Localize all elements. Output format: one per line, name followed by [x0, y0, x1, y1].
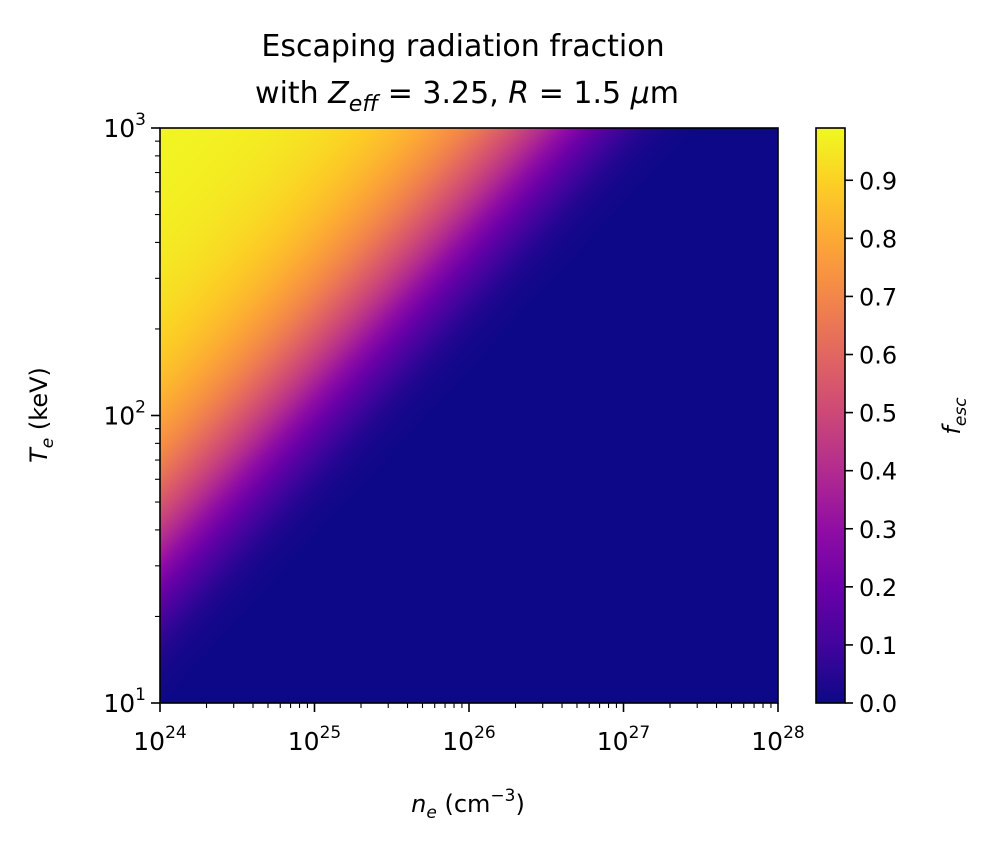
y-tick-exponent: 2 [135, 398, 146, 418]
x-tick-base: 10 [442, 727, 474, 756]
x-tick-label: 1027 [597, 723, 650, 756]
x-label-subscript: e [426, 803, 436, 823]
colorbar-ticks: 0.0 0.1 0.2 0.3 0.4 0.5 0.6 0.7 0.8 0.9 [845, 167, 897, 718]
y-tick-base: 10 [103, 402, 135, 431]
x-tick-label: 1026 [442, 723, 495, 756]
x-tick-base: 10 [751, 727, 783, 756]
y-tick-exponent: 1 [135, 685, 146, 705]
x-label-symbol: n [411, 790, 426, 818]
y-tick-label: 101 [103, 685, 146, 718]
x-label-unit: (cm [437, 790, 491, 818]
title-r-value: = 1.5 [529, 76, 630, 111]
colorbar-tick-label: 0.7 [859, 283, 897, 311]
colorbar-frame [815, 127, 846, 704]
x-label-superscript: −3 [490, 786, 515, 806]
x-tick-exponent: 26 [474, 723, 496, 743]
x-tick-exponent: 25 [320, 723, 342, 743]
colorbar-tick-label: 0.2 [859, 574, 897, 602]
title-z-subscript: eff [349, 92, 381, 117]
title-r-symbol: R [508, 76, 529, 111]
y-label-symbol: T [25, 446, 53, 463]
colorbar-tick-label: 0.1 [859, 632, 897, 660]
x-axis-ticks: 1024 1025 1026 1027 1028 [133, 703, 805, 756]
x-tick-label: 1024 [133, 723, 186, 756]
x-tick-label: 1025 [288, 723, 341, 756]
y-tick-label: 102 [103, 398, 146, 431]
y-label-subscript: e [38, 438, 58, 448]
x-tick-exponent: 27 [629, 723, 651, 743]
colorbar-tick-label: 0.4 [859, 458, 897, 486]
colorbar-tick-label: 0.6 [859, 342, 897, 370]
colorbar-tick-label: 0.0 [859, 690, 897, 718]
y-tick-base: 10 [103, 689, 135, 718]
title-unit: m [650, 76, 679, 111]
x-tick-exponent: 24 [165, 723, 187, 743]
y-tick-label: 103 [103, 110, 146, 143]
y-axis-label: Te (keV) [25, 367, 58, 463]
x-tick-base: 10 [133, 727, 165, 756]
colorbar-tick-label: 0.8 [859, 225, 897, 253]
title-prefix: with [255, 76, 328, 111]
colorbar-label: fesc [938, 397, 971, 435]
y-label-unit: (keV) [25, 367, 53, 438]
heatmap-field-container [160, 128, 778, 703]
x-tick-exponent: 28 [783, 723, 805, 743]
y-tick-base: 10 [103, 114, 135, 143]
colorbar-tick-label: 0.9 [859, 167, 897, 195]
x-tick-label: 1028 [751, 723, 804, 756]
colorbar-label-subscript: esc [951, 397, 971, 426]
colorbar-tick-label: 0.3 [859, 516, 897, 544]
heatmap-field [160, 128, 778, 703]
colorbar: 0.0 0.1 0.2 0.3 0.4 0.5 0.6 0.7 0.8 0.9 [815, 127, 897, 718]
x-axis-label: ne (cm−3) [411, 786, 525, 823]
x-label-close: ) [515, 790, 524, 818]
title-mu-symbol: μ [630, 76, 650, 111]
colorbar-tick-label: 0.5 [859, 400, 897, 428]
chart-title-line2: with Zeff = 3.25, R = 1.5 μm [255, 76, 679, 117]
x-tick-base: 10 [597, 727, 629, 756]
x-tick-base: 10 [288, 727, 320, 756]
y-tick-exponent: 3 [135, 110, 146, 130]
title-z-symbol: Z [327, 76, 350, 111]
colorbar-fill [816, 128, 845, 703]
chart-title-line1: Escaping radiation fraction [261, 29, 664, 64]
title-z-value: = 3.25, [378, 76, 508, 111]
